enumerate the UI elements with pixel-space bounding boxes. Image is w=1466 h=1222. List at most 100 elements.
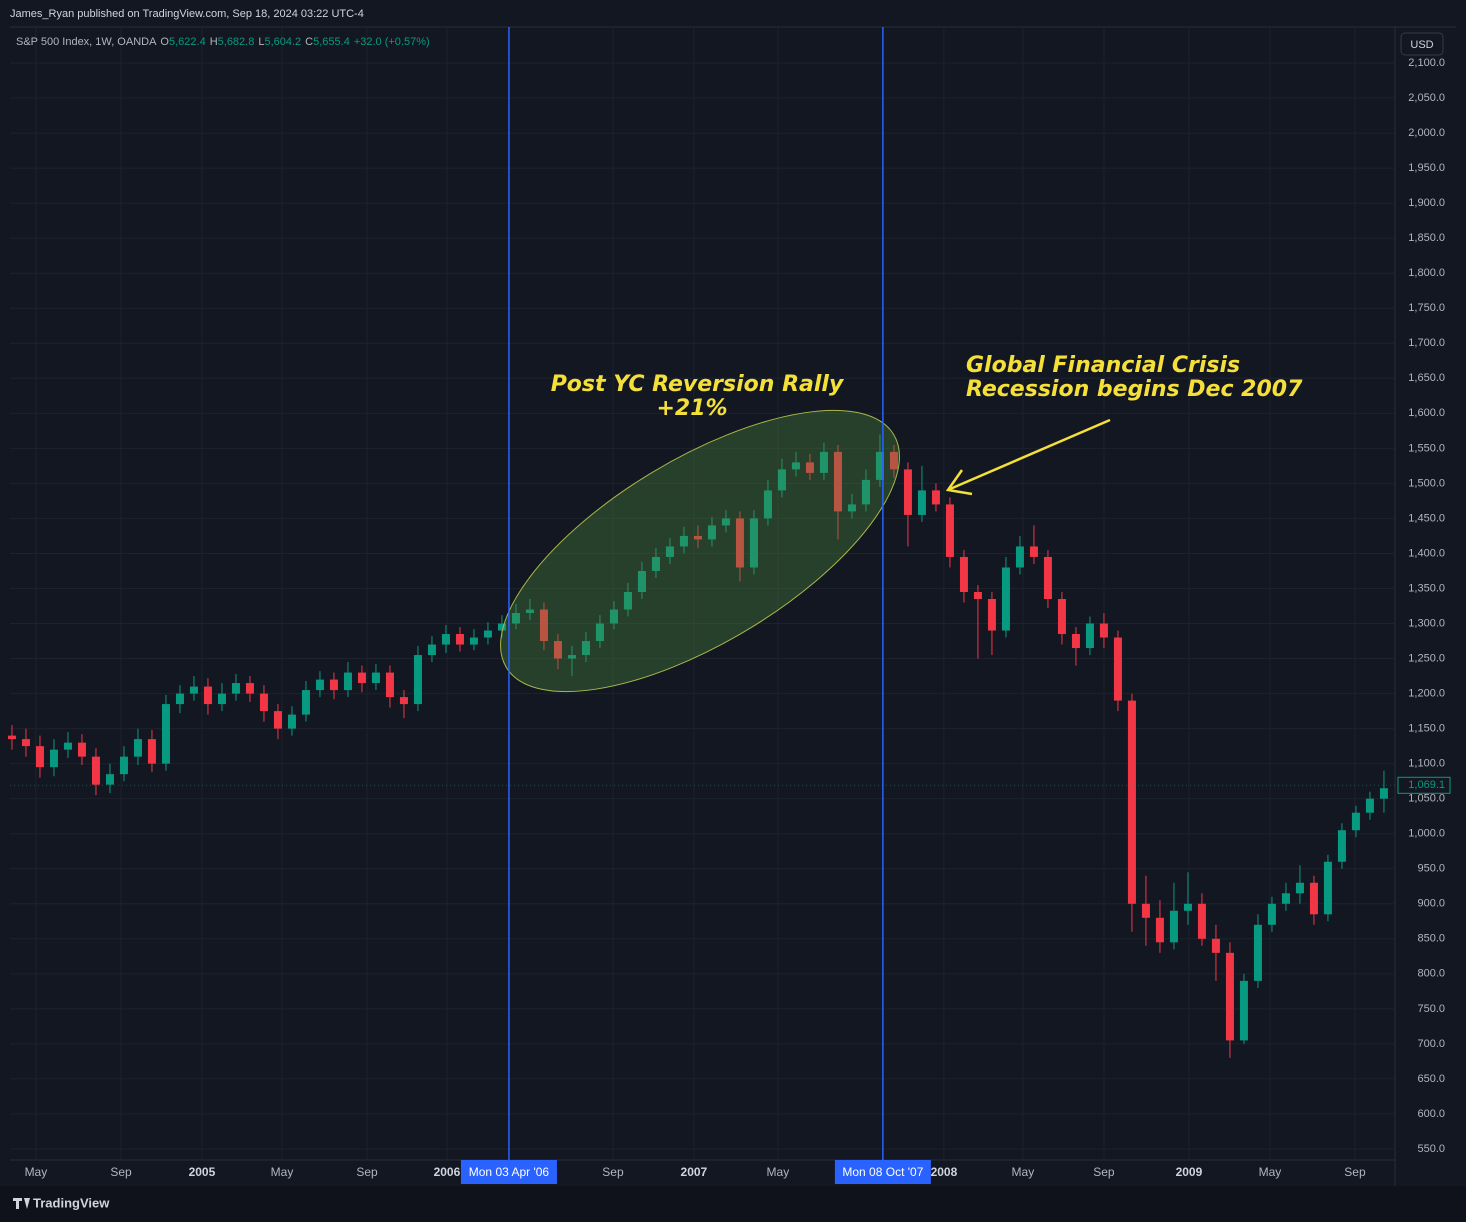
candle-body bbox=[1155, 917, 1164, 943]
x-tick-label: May bbox=[767, 1165, 790, 1179]
candle-body bbox=[875, 451, 884, 480]
currency[interactable]: USD bbox=[1410, 39, 1433, 51]
plot bbox=[7, 434, 1388, 1058]
y-tick-label: 750.0 bbox=[1417, 1003, 1445, 1015]
candle-body bbox=[847, 504, 856, 512]
candle-body bbox=[1183, 903, 1192, 911]
marker-label: Mon 08 Oct '07 bbox=[842, 1165, 923, 1179]
candle-body bbox=[315, 679, 324, 691]
candle-body bbox=[1197, 903, 1206, 939]
x-tick-label: May bbox=[25, 1165, 48, 1179]
candle-body bbox=[1337, 830, 1346, 862]
candle-body bbox=[175, 693, 184, 705]
candle-body bbox=[217, 693, 226, 705]
candle-body bbox=[1015, 546, 1024, 568]
candle-body bbox=[35, 746, 44, 768]
overlay bbox=[508, 27, 884, 1160]
candle-body bbox=[973, 591, 982, 599]
marker-label-bg bbox=[834, 1160, 931, 1184]
x-tick-label: Sep bbox=[356, 1165, 378, 1179]
x-tick-label: Sep bbox=[1093, 1165, 1115, 1179]
x-tick-label: 2008 bbox=[931, 1165, 958, 1179]
y-tick-label: 1,350.0 bbox=[1408, 582, 1445, 594]
candle-body bbox=[805, 462, 814, 473]
change: +32.0 (+0.57%) bbox=[354, 36, 430, 48]
header: James_Ryan published on TradingView.com,… bbox=[10, 8, 364, 20]
ohlc-label: L bbox=[258, 36, 264, 48]
x-tick-label: 2009 bbox=[1176, 1165, 1203, 1179]
y-tick-label: 1,850.0 bbox=[1408, 232, 1445, 244]
ohlc-label: H bbox=[210, 36, 218, 48]
y-tick-label: 1,150.0 bbox=[1408, 723, 1445, 735]
candle-body bbox=[1281, 893, 1290, 904]
candle-body bbox=[301, 690, 310, 715]
x-tick-label: May bbox=[1012, 1165, 1035, 1179]
y-tick-label: 1,500.0 bbox=[1408, 477, 1445, 489]
candle-body bbox=[441, 634, 450, 645]
y-tick-label: 850.0 bbox=[1417, 933, 1445, 945]
y-tick-label: 1,050.0 bbox=[1408, 793, 1445, 805]
candle-body bbox=[693, 535, 702, 540]
currency-button[interactable] bbox=[1400, 32, 1444, 56]
candle-body bbox=[1323, 861, 1332, 915]
x-tick-label: 2007 bbox=[681, 1165, 708, 1179]
x-tick-label: Sep bbox=[110, 1165, 132, 1179]
candle-body bbox=[1127, 700, 1136, 904]
candle-body bbox=[399, 697, 408, 705]
marker-label: Mon 03 Apr '06 bbox=[469, 1165, 550, 1179]
y-tick-label: 600.0 bbox=[1417, 1108, 1445, 1120]
y-tick-label: 2,050.0 bbox=[1408, 92, 1445, 104]
candle-body bbox=[1225, 952, 1234, 1041]
ohlc-value: 5,682.8 bbox=[218, 36, 255, 48]
candle-body bbox=[245, 683, 254, 694]
candle-body bbox=[1071, 634, 1080, 649]
candle-body bbox=[133, 739, 142, 757]
annotation: Post YC Reversion Rally bbox=[551, 372, 845, 397]
footer: TradingView bbox=[33, 1195, 110, 1210]
candle-body bbox=[791, 462, 800, 470]
candle-body bbox=[483, 630, 492, 638]
candle-body bbox=[1351, 812, 1360, 831]
y-tick-label: 700.0 bbox=[1417, 1038, 1445, 1050]
candle-body bbox=[1365, 798, 1374, 813]
candle-body bbox=[161, 704, 170, 764]
last-price-label: 1,069.1 bbox=[1408, 779, 1445, 791]
candle-body bbox=[581, 641, 590, 656]
candle-body bbox=[861, 479, 870, 505]
candle-body bbox=[1267, 903, 1276, 925]
candle-body bbox=[595, 623, 604, 642]
candle-body bbox=[497, 623, 506, 631]
candle-body bbox=[77, 742, 86, 757]
candle-body bbox=[1029, 546, 1038, 557]
candle-body bbox=[469, 637, 478, 645]
candle-body bbox=[1001, 567, 1010, 631]
candle-body bbox=[707, 525, 716, 540]
ohlc-value: 5,604.2 bbox=[264, 36, 301, 48]
marker-label-bg bbox=[460, 1160, 557, 1184]
x-tick-label: Sep bbox=[1344, 1165, 1366, 1179]
highlight-ellipse bbox=[500, 409, 900, 693]
candle-body bbox=[637, 570, 646, 592]
x-tick-label: May bbox=[1259, 1165, 1282, 1179]
legend: S&P 500 Index, 1W, OANDA O5,622.4 H5,682.8… bbox=[16, 36, 430, 48]
candle-body bbox=[987, 599, 996, 631]
y-tick-label: 950.0 bbox=[1417, 863, 1445, 875]
candle-body bbox=[455, 634, 464, 645]
candle-body bbox=[1113, 637, 1122, 701]
x-tick-label: 2006 bbox=[434, 1165, 461, 1179]
grid bbox=[10, 27, 1395, 1160]
candle-body bbox=[525, 609, 534, 614]
y-tick-label: 1,200.0 bbox=[1408, 687, 1445, 699]
candle-body bbox=[833, 451, 842, 512]
ohlc-label: C bbox=[305, 36, 313, 48]
candle-body bbox=[105, 774, 114, 785]
symbol: S&P 500 Index, 1W, OANDA bbox=[16, 36, 157, 48]
candle-body bbox=[1295, 882, 1304, 894]
y-tick-label: 1,700.0 bbox=[1408, 337, 1445, 349]
y-tick-label: 1,600.0 bbox=[1408, 407, 1445, 419]
candle-body bbox=[567, 655, 576, 659]
candle-body bbox=[231, 683, 240, 694]
candle-body bbox=[1211, 938, 1220, 953]
candle-body bbox=[287, 714, 296, 729]
